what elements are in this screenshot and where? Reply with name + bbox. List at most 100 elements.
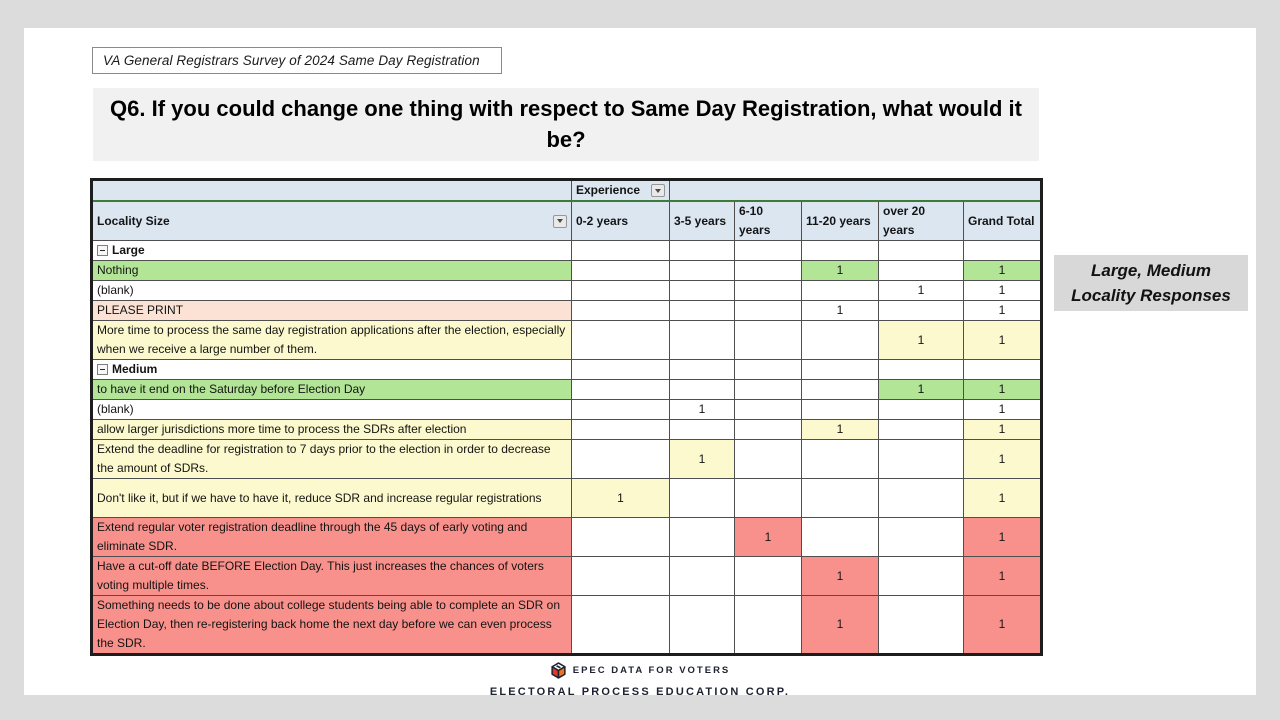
value-cell: 1 (963, 595, 1042, 655)
value-cell (878, 517, 964, 557)
value-cell (669, 240, 735, 261)
column-header-11-20-years: 11-20 years (801, 200, 879, 241)
value-cell (571, 359, 670, 380)
value-cell (801, 359, 879, 380)
column-header-6-10-years: 6-10 years (734, 200, 802, 241)
value-cell (801, 320, 879, 360)
value-cell (878, 478, 964, 518)
filter-dropdown-icon[interactable] (651, 184, 665, 197)
value-cell: 1 (801, 556, 879, 596)
value-cell (734, 595, 802, 655)
collapse-minus-icon[interactable] (97, 364, 108, 375)
footer-line1-text: EPEC DATA FOR VOTERS (572, 665, 731, 676)
value-cell: 1 (734, 517, 802, 557)
value-cell: 1 (963, 260, 1042, 281)
value-cell (734, 280, 802, 301)
row-label-cell: Extend the deadline for registration to … (91, 439, 572, 479)
value-cell (801, 399, 879, 420)
value-cell (878, 419, 964, 440)
value-cell (801, 517, 879, 557)
value-cell (734, 260, 802, 281)
row-label-cell: Don't like it, but if we have to have it… (91, 478, 572, 518)
value-cell (571, 300, 670, 321)
value-cell (734, 399, 802, 420)
footer-logo-block: EPEC DATA FOR VOTERS ELECTORAL PROCESS E… (24, 662, 1256, 698)
filter-dropdown-icon[interactable] (553, 214, 567, 228)
experience-filter-cell: Experience (571, 179, 670, 202)
value-cell (571, 240, 670, 261)
value-cell (571, 556, 670, 596)
value-cell (571, 399, 670, 420)
value-cell (734, 379, 802, 400)
locality-size-header-label: Locality Size (97, 213, 170, 228)
group-name: Large (112, 243, 145, 257)
group-row-label-medium: Medium (91, 359, 572, 380)
value-cell: 1 (963, 320, 1042, 360)
value-cell (734, 419, 802, 440)
collapse-minus-icon[interactable] (97, 245, 108, 256)
column-header-over-20-years: over 20 years (878, 200, 964, 241)
group-row-label-large: Large (91, 240, 572, 261)
value-cell (878, 359, 964, 380)
row-label-cell: to have it end on the Saturday before El… (91, 379, 572, 400)
value-cell: 1 (963, 517, 1042, 557)
locality-size-header-cell: Locality Size (91, 200, 572, 241)
value-cell: 1 (878, 280, 964, 301)
footer-line2-text: ELECTORAL PROCESS EDUCATION CORP. (489, 686, 791, 698)
experience-filter-label: Experience (576, 183, 641, 197)
value-cell: 1 (963, 399, 1042, 420)
value-cell (669, 359, 735, 380)
value-cell (669, 379, 735, 400)
row-label-cell: allow larger jurisdictions more time to … (91, 419, 572, 440)
survey-title-label: VA General Registrars Survey of 2024 Sam… (103, 53, 480, 68)
value-cell: 1 (963, 300, 1042, 321)
value-cell: 1 (669, 439, 735, 479)
value-cell (571, 320, 670, 360)
column-header-0-2-years: 0-2 years (571, 200, 670, 241)
value-cell (878, 300, 964, 321)
value-cell (801, 478, 879, 518)
value-cell: 1 (963, 419, 1042, 440)
value-cell (669, 260, 735, 281)
value-cell (669, 300, 735, 321)
row-label-cell: (blank) (91, 399, 572, 420)
question-title: Q6. If you could change one thing with r… (93, 88, 1039, 161)
value-cell: 1 (801, 419, 879, 440)
side-note-line2: Locality Responses (1071, 286, 1231, 305)
row-label-cell: Something needs to be done about college… (91, 595, 572, 655)
value-cell (734, 300, 802, 321)
row-label-cell: Nothing (91, 260, 572, 281)
value-cell: 1 (669, 399, 735, 420)
value-cell (571, 595, 670, 655)
side-note: Large, Medium Locality Responses (1054, 255, 1248, 311)
column-header-3-5-years: 3-5 years (669, 200, 735, 241)
pivot-table-container: Experience Locality Size 0-2 years 3-5 year… (90, 178, 1043, 656)
value-cell (669, 595, 735, 655)
header-spacer-cell (669, 179, 1042, 202)
value-cell (669, 419, 735, 440)
pivot-table: Experience Locality Size 0-2 years 3-5 year… (90, 178, 1043, 656)
value-cell (734, 556, 802, 596)
value-cell (669, 517, 735, 557)
row-label-cell: More time to process the same day regist… (91, 320, 572, 360)
value-cell (571, 260, 670, 281)
value-cell: 1 (801, 595, 879, 655)
value-cell: 1 (963, 439, 1042, 479)
value-cell: 1 (963, 556, 1042, 596)
survey-title-box: VA General Registrars Survey of 2024 Sam… (92, 47, 502, 74)
value-cell: 1 (801, 260, 879, 281)
value-cell (878, 260, 964, 281)
ballot-box-cube-icon (551, 662, 566, 679)
row-label-cell: PLEASE PRINT (91, 300, 572, 321)
group-name: Medium (112, 362, 158, 376)
value-cell (878, 595, 964, 655)
value-cell (571, 419, 670, 440)
value-cell: 1 (963, 280, 1042, 301)
value-cell (801, 439, 879, 479)
value-cell: 1 (878, 379, 964, 400)
header-spacer-cell (91, 179, 572, 202)
value-cell (734, 439, 802, 479)
value-cell: 1 (963, 478, 1042, 518)
value-cell (734, 359, 802, 380)
value-cell (571, 517, 670, 557)
